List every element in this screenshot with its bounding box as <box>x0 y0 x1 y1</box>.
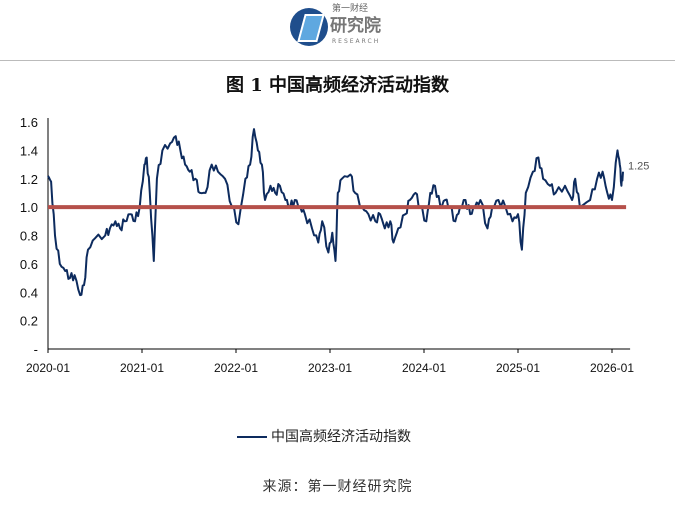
y-tick-label: 0.8 <box>20 229 38 244</box>
y-tick-label: 0.4 <box>20 285 38 300</box>
x-tick-label: 2021-01 <box>120 361 164 375</box>
logo-main-text: 研究院 <box>330 16 381 36</box>
x-tick-label: 2026-01 <box>590 361 634 375</box>
x-tick-label: 2022-01 <box>214 361 258 375</box>
legend: 中国高频经济活动指数 <box>237 428 411 446</box>
y-tick-label: 0.2 <box>20 314 38 329</box>
y-tick-label: 1.2 <box>20 172 38 187</box>
x-tick-label: 2020-01 <box>26 361 70 375</box>
logo: 第一财经 研究院 RESEARCH <box>290 4 400 50</box>
logo-emblem-icon <box>290 8 328 46</box>
y-tick-label: - <box>34 342 38 357</box>
header-divider <box>0 60 675 61</box>
chart-title: 图 1 中国高频经济活动指数 <box>225 75 450 96</box>
y-tick-label: 1.6 <box>20 115 38 130</box>
series-line <box>47 128 624 297</box>
line-chart: - 0.2 0.4 0.6 0.8 1.0 1.2 1.4 1.6 2020-01 2021-01 2… <box>20 115 649 375</box>
logo-top-text: 第一财经 <box>332 4 369 14</box>
legend-label: 中国高频经济活动指数 <box>271 429 411 445</box>
y-tick-label: 1.0 <box>20 200 38 215</box>
x-tick-label: 2023-01 <box>308 361 352 375</box>
x-tick-label: 2024-01 <box>402 361 446 375</box>
y-tick-label: 1.4 <box>20 143 38 158</box>
y-tick-label: 0.6 <box>20 257 38 272</box>
last-value-label: 1.25 <box>628 161 649 173</box>
source-note: 来源：第一财经研究院 <box>262 479 413 495</box>
legend-swatch <box>237 436 267 438</box>
logo-sub-text: RESEARCH <box>332 38 381 45</box>
x-tick-label: 2025-01 <box>496 361 540 375</box>
